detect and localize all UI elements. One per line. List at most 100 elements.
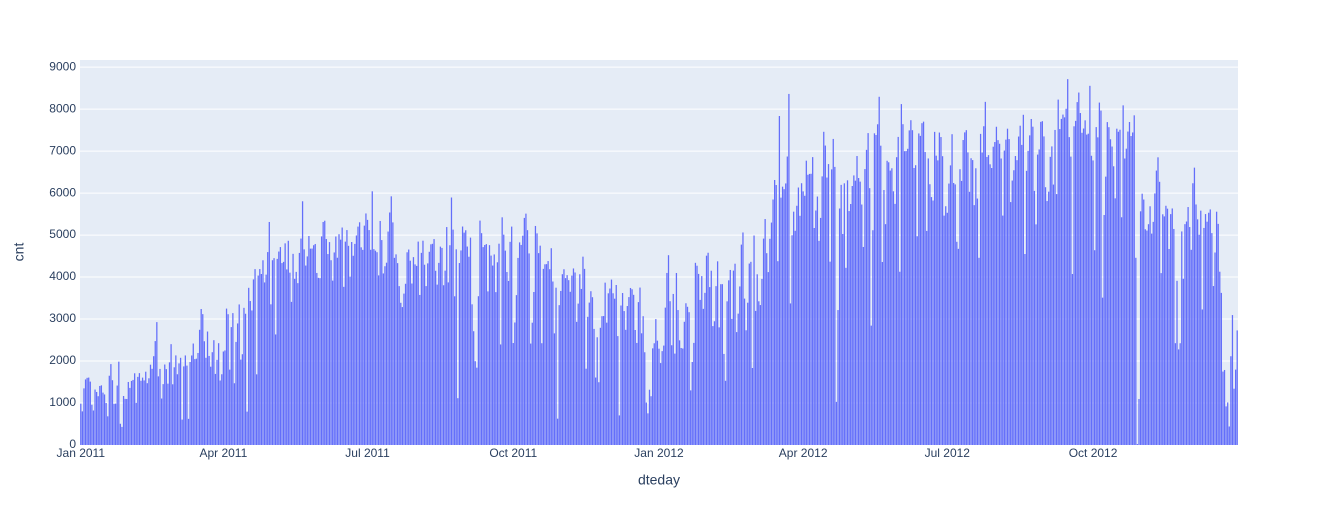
bar [520,244,522,445]
bar [84,379,87,445]
bar [392,222,394,445]
bar [922,121,925,445]
bar [1005,139,1007,446]
bar [883,190,885,445]
bar [591,297,594,445]
bar [756,274,758,445]
bar [734,263,736,445]
bar [189,361,191,445]
bar [659,363,662,445]
bar [891,168,893,445]
bar [1030,118,1032,445]
bar [572,268,575,445]
bar [503,234,505,445]
bar [1008,139,1010,445]
bar [143,380,145,445]
bar [262,260,264,445]
bar [693,342,695,445]
bar [1143,199,1145,445]
bar [1095,127,1097,445]
bar [870,325,872,445]
bar [92,410,95,445]
bar [634,330,636,445]
bar [533,292,535,445]
bar [263,282,266,445]
bar [924,152,926,446]
bar [862,246,864,445]
y-tick-label: 7000 [49,143,76,157]
bar [620,305,622,445]
bar [279,247,282,445]
bar [1127,131,1129,445]
bar [935,155,937,445]
bar [149,364,152,445]
bar [701,276,703,445]
bar [563,269,565,445]
bar [118,361,120,445]
bar [363,225,365,445]
bar [702,308,704,445]
bar [512,343,514,445]
bar [1198,234,1200,445]
bar [370,249,372,445]
bar [514,322,516,445]
bar [319,278,321,445]
bar [395,254,397,445]
bar [344,241,346,445]
bar [1092,160,1094,445]
bar [560,290,562,445]
bar [254,269,256,445]
bar [493,254,495,445]
bar [716,261,719,445]
bar [122,396,125,445]
bar [332,280,334,445]
bar [148,378,150,445]
bar [385,262,388,445]
bar [1111,146,1113,446]
bar [975,168,977,445]
bar [289,272,291,445]
bar [656,340,659,445]
bar [800,183,803,445]
bar [807,174,809,445]
bar [542,268,544,445]
bar [138,373,141,445]
bar [454,296,456,445]
bar [821,176,823,445]
bar [501,217,503,445]
y-tick-label: 1000 [49,395,76,409]
bar [183,366,185,445]
bar [1101,297,1104,445]
bar [789,303,792,445]
bar [1055,194,1058,445]
bar [1219,271,1221,445]
bar [116,385,118,445]
bar [325,239,327,445]
bar [677,310,679,445]
bar [652,348,654,445]
bar [1141,193,1143,445]
bar [718,327,720,445]
bar [899,271,901,445]
bar [758,301,760,445]
bar [240,359,242,445]
bar [511,226,513,445]
bar [476,367,478,445]
bar [316,272,318,445]
y-tick-label: 8000 [49,101,76,115]
bar [778,116,781,446]
bar [848,211,850,445]
bar [1234,369,1237,445]
bar [1062,114,1064,446]
bar [455,249,457,445]
bar [541,343,543,445]
bar [1078,92,1080,445]
bar [515,295,518,445]
bar [1011,180,1013,446]
bar [843,183,845,446]
bar [498,243,500,445]
bar [1154,193,1156,445]
bar [349,276,351,445]
bar [389,212,391,445]
bar [666,272,668,445]
